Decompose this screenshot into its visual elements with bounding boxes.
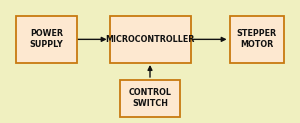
FancyBboxPatch shape: [120, 80, 180, 117]
Text: CONTROL
SWITCH: CONTROL SWITCH: [128, 88, 172, 108]
FancyBboxPatch shape: [110, 16, 190, 63]
FancyBboxPatch shape: [16, 16, 76, 63]
Text: MICROCONTROLLER: MICROCONTROLLER: [105, 35, 195, 44]
FancyBboxPatch shape: [230, 16, 284, 63]
Text: POWER
SUPPLY: POWER SUPPLY: [30, 29, 63, 49]
Text: STEPPER
MOTOR: STEPPER MOTOR: [236, 29, 277, 49]
